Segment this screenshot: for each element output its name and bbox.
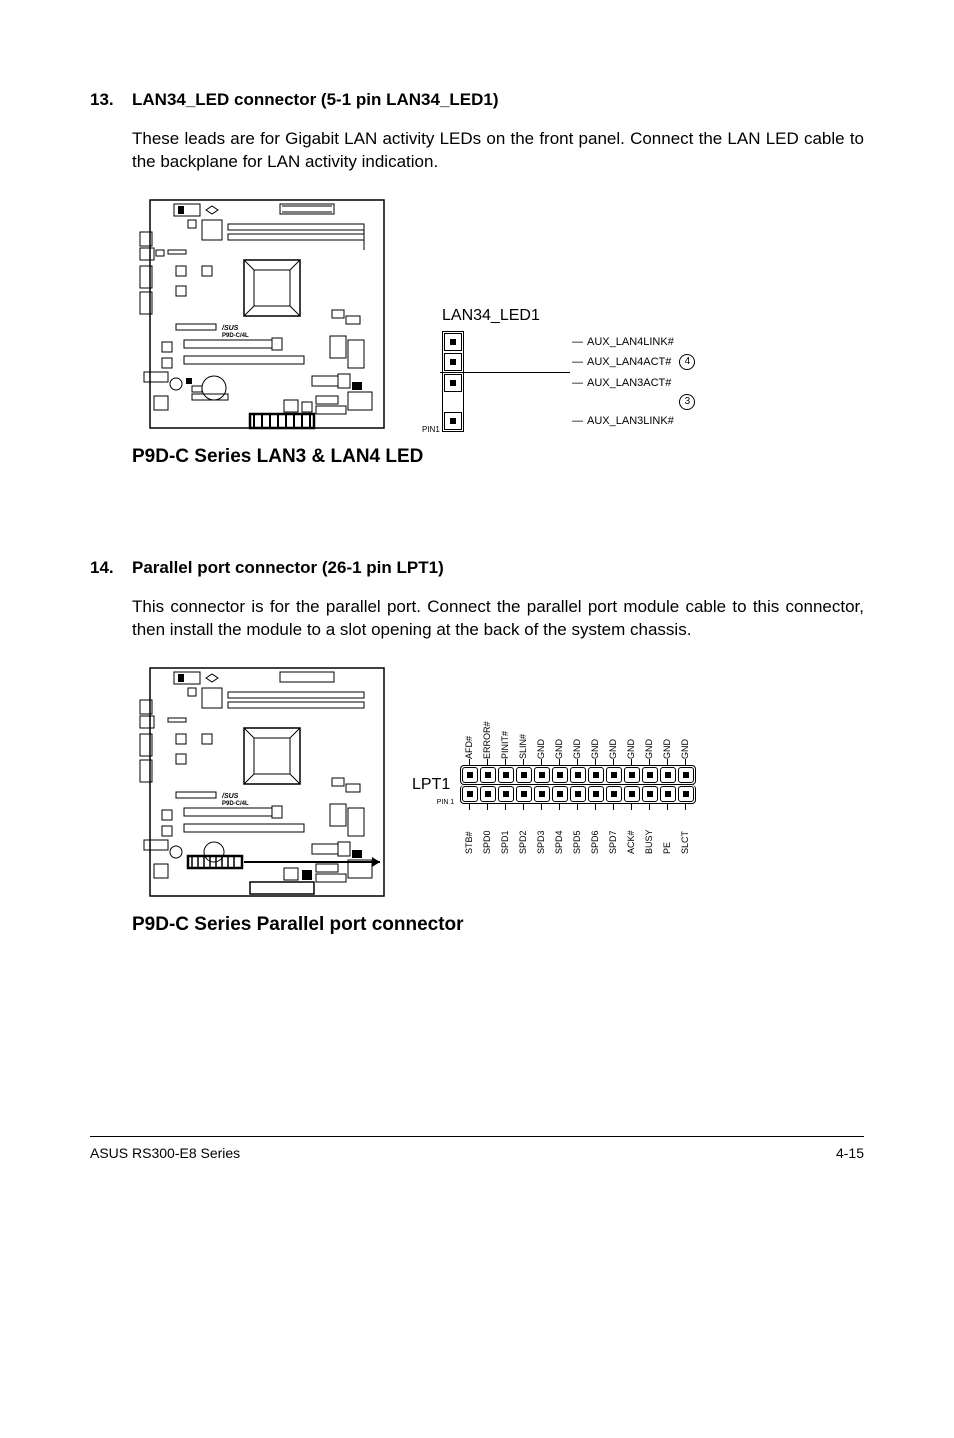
pin-label: PE [658,810,676,854]
pin-cell [642,786,658,802]
pinout-title: LAN34_LED1 [442,307,695,325]
motherboard-diagram: /SUS P9D-C/4L [132,660,392,910]
pin-label: AUX_LAN4LINK# [587,336,674,348]
section-number: 14. [90,558,132,578]
pin-label: GND [568,715,586,759]
page-footer: ASUS RS300-E8 Series 4-15 [90,1136,864,1161]
section-heading: LAN34_LED connector (5-1 pin LAN34_LED1) [132,90,499,110]
pin-cell [642,767,658,783]
pin-label: GND [658,715,676,759]
pin-label: SPD0 [478,810,496,854]
pin-label: SPD5 [568,810,586,854]
pin-label: SPD2 [514,810,532,854]
svg-text:P9D-C/4L: P9D-C/4L [222,801,249,807]
pin-cell [516,786,532,802]
pin-cell [678,786,694,802]
pin-cell [480,767,496,783]
figure-parallel-port: /SUS P9D-C/4L [132,660,864,936]
pin-label: GND [604,715,622,759]
pin-label: GND [640,715,658,759]
svg-text:/SUS: /SUS [221,325,239,332]
pin-cell [678,767,694,783]
section-number: 13. [90,90,132,110]
figure-caption: P9D-C Series LAN3 & LAN4 LED [132,446,864,468]
pin-group-badge: 4 [679,354,695,370]
footer-right: 4-15 [836,1145,864,1161]
pin-label: ACK# [622,810,640,854]
pin-cell [588,767,604,783]
pin1-label: PIN1 [422,425,440,434]
pin-label: GND [622,715,640,759]
pin-cell [606,786,622,802]
pin-cell [480,786,496,802]
pin-cell [624,786,640,802]
pin-group-badge: 3 [679,394,695,410]
pin1-label: PIN 1 [437,799,455,806]
pin-cell [552,786,568,802]
pin-cell [660,767,676,783]
pin-label: SPD4 [550,810,568,854]
section-heading: Parallel port connector (26-1 pin LPT1) [132,558,444,578]
pin-cell [498,767,514,783]
section-body: This connector is for the parallel port.… [132,596,864,642]
pin-label: SPD6 [586,810,604,854]
svg-text:/SUS: /SUS [221,793,239,800]
pin-cell [462,786,478,802]
pin-cell [624,767,640,783]
pin-label: AUX_LAN4ACT# [587,356,671,368]
lan-led-pinout: LAN34_LED1 PIN1 [442,307,695,442]
pin-cell [534,786,550,802]
pin-cell [462,767,478,783]
pin-label: ERROR# [478,715,496,759]
pin-cell [552,767,568,783]
pin-label: AUX_LAN3ACT# [587,377,671,389]
pin-label: GND [532,715,550,759]
figure-caption: P9D-C Series Parallel port connector [132,914,864,936]
figure-lan-led: /SUS P9D-C/4L [132,192,864,468]
pin-label: GND [550,715,568,759]
pin-label: GND [676,715,694,759]
pin-label: AFD# [460,715,478,759]
pin-cell [570,786,586,802]
pin-label: SLIN# [514,715,532,759]
motherboard-diagram: /SUS P9D-C/4L [132,192,392,442]
pin-cell [498,786,514,802]
pin-label: SLCT [676,810,694,854]
pin-label: SPD1 [496,810,514,854]
pin-label: SPD3 [532,810,550,854]
pin-label: PINIT# [496,715,514,759]
pin-label: BUSY [640,810,658,854]
pin-cell [570,767,586,783]
pin-cell [534,767,550,783]
lpt-label: LPT1 [412,776,450,793]
pin-cell [516,767,532,783]
section-body: These leads are for Gigabit LAN activity… [132,128,864,174]
footer-left: ASUS RS300-E8 Series [90,1145,240,1161]
pin-cell [588,786,604,802]
pin-label: STB# [460,810,478,854]
pin-cell [606,767,622,783]
pin-label: SPD7 [604,810,622,854]
pin-cell [660,786,676,802]
pin-label: GND [586,715,604,759]
pin-label: AUX_LAN3LINK# [587,415,674,427]
lpt-pinout: LPT1 PIN 1 AFD#ERROR#PINIT#SLIN#GNDGNDGN… [412,715,696,854]
svg-text:P9D-C/4L: P9D-C/4L [222,333,249,339]
